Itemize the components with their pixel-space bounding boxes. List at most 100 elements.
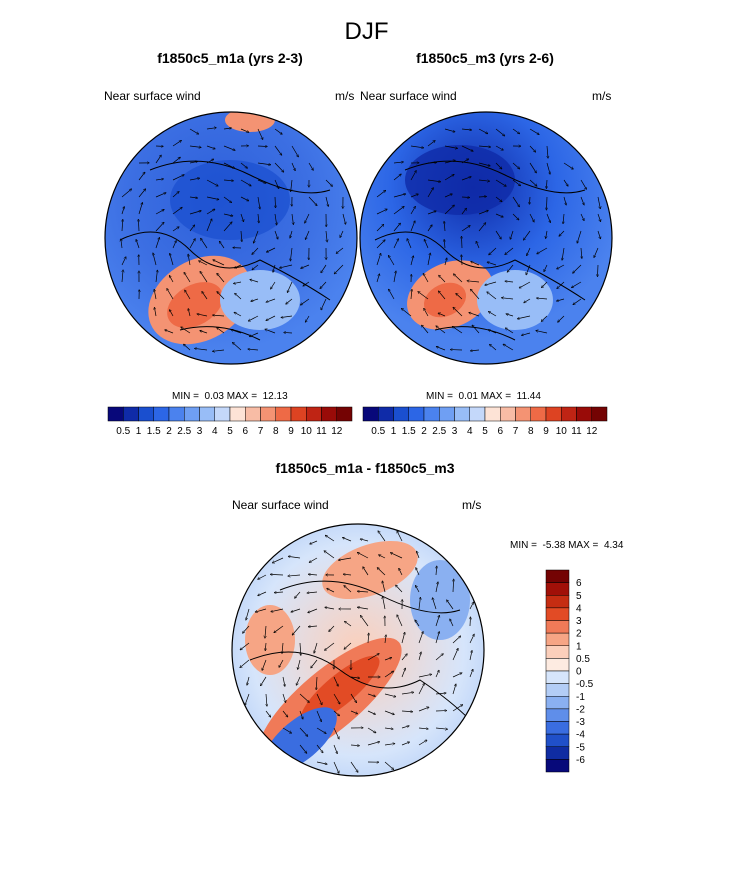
wind-arrow <box>291 162 295 171</box>
wind-arrow <box>563 179 568 186</box>
wind-arrow <box>524 230 531 240</box>
colorbar-tick-label: 4 <box>576 603 582 614</box>
wind-arrow <box>282 642 283 653</box>
wind-arrow <box>155 210 164 215</box>
wind-arrow <box>503 344 514 351</box>
wind-arrow <box>363 567 369 576</box>
wind-arrow <box>257 128 263 139</box>
wind-arrow <box>299 727 308 736</box>
wind-arrow <box>138 203 142 215</box>
wind-arrow <box>435 693 446 694</box>
wind-arrow <box>377 568 386 576</box>
wind-arrow <box>223 162 235 168</box>
wind-arrow <box>195 348 208 351</box>
wind-arrow <box>522 332 531 335</box>
wind-arrow <box>336 247 344 253</box>
wind-arrow <box>415 620 420 627</box>
colorbar-tick-label: -4 <box>576 730 585 741</box>
colorbar-tick-label: -2 <box>576 704 585 715</box>
wind-arrow <box>461 129 472 130</box>
wind-arrow <box>295 591 301 598</box>
colorbar-swatch <box>545 406 562 422</box>
wind-arrow <box>427 253 430 266</box>
wind-arrow <box>376 209 387 215</box>
colorbar-tick-label: 1.5 <box>402 426 416 437</box>
wind-arrow <box>506 314 514 317</box>
wind-arrow <box>223 222 232 232</box>
wind-arrow <box>489 247 497 255</box>
wind-arrow <box>469 669 473 678</box>
wind-arrow <box>307 592 318 593</box>
colorbar-tick-label: 5 <box>576 591 582 602</box>
wind-arrow <box>265 710 271 717</box>
wind-arrow <box>185 290 191 300</box>
wind-arrow <box>435 654 443 661</box>
wind-arrow <box>274 128 282 134</box>
wind-arrow <box>495 162 502 169</box>
wind-arrow <box>427 141 435 147</box>
wind-arrow <box>453 579 454 593</box>
wind-arrow <box>416 568 420 576</box>
colorbar-tick-label: 10 <box>556 426 568 437</box>
wind-arrow <box>197 314 208 317</box>
wind-arrow <box>546 213 550 222</box>
wind-arrow <box>562 247 565 260</box>
wind-arrow <box>308 626 318 627</box>
wind-arrow <box>461 226 470 232</box>
wind-arrow <box>418 728 428 729</box>
wind-arrow <box>518 315 531 319</box>
colorbar-swatch <box>545 708 570 722</box>
colorbar-tick-label: 12 <box>586 426 598 437</box>
wind-arrow <box>154 289 157 300</box>
wind-arrow <box>376 240 385 249</box>
colorbar-swatch <box>123 406 139 422</box>
wind-arrow <box>469 602 474 610</box>
wind-arrow <box>544 264 548 272</box>
wind-arrow <box>223 145 235 150</box>
colorbar-tick-label: 1 <box>391 426 397 437</box>
wind-arrow <box>282 676 285 686</box>
wind-arrow <box>265 625 266 638</box>
colorbar-swatch <box>290 406 307 422</box>
wind-arrow <box>384 728 393 729</box>
wind-arrow <box>557 264 565 269</box>
wind-arrow <box>334 264 344 274</box>
panel-1-colorbar: 0.5 1 1.5 2 2.5 3 4 5 6 7 8 9 10 11 12 <box>107 406 353 437</box>
colorbar-tick-label: 2 <box>166 426 172 437</box>
colorbar-swatch <box>184 406 200 422</box>
wind-arrow <box>416 586 420 593</box>
wind-arrow <box>435 582 438 593</box>
wind-arrow <box>231 330 242 334</box>
colorbar-swatch <box>138 406 154 422</box>
wind-arrow <box>418 292 429 300</box>
wind-arrow <box>265 329 276 334</box>
wind-arrow <box>597 213 601 222</box>
wind-arrow <box>572 281 582 288</box>
colorbar-swatch <box>545 670 570 684</box>
wind-arrow <box>478 146 491 147</box>
wind-arrow <box>308 196 317 206</box>
wind-arrow <box>427 188 433 198</box>
wind-arrow <box>240 128 249 132</box>
wind-arrow <box>495 179 506 186</box>
colorbar-swatch <box>500 406 516 422</box>
wind-arrow <box>529 145 536 152</box>
wind-arrow <box>444 258 447 266</box>
wind-arrow <box>274 145 282 155</box>
wind-arrow <box>170 254 174 266</box>
wind-arrow <box>333 710 339 716</box>
colorbar-tick-label: -0.5 <box>576 679 594 690</box>
wind-arrow <box>461 255 462 266</box>
wind-arrow <box>153 253 157 266</box>
wind-arrow <box>478 196 486 197</box>
wind-arrow <box>410 194 418 198</box>
wind-arrow <box>223 180 233 181</box>
wind-arrow <box>478 162 490 166</box>
colorbar-tick-label: 2.5 <box>177 426 191 437</box>
wind-arrow <box>291 145 298 157</box>
wind-arrow <box>122 219 123 232</box>
wind-arrow <box>252 247 259 254</box>
wind-arrow <box>547 145 548 158</box>
wind-arrow <box>291 608 301 612</box>
colorbar-tick-label: 11 <box>571 426 582 437</box>
